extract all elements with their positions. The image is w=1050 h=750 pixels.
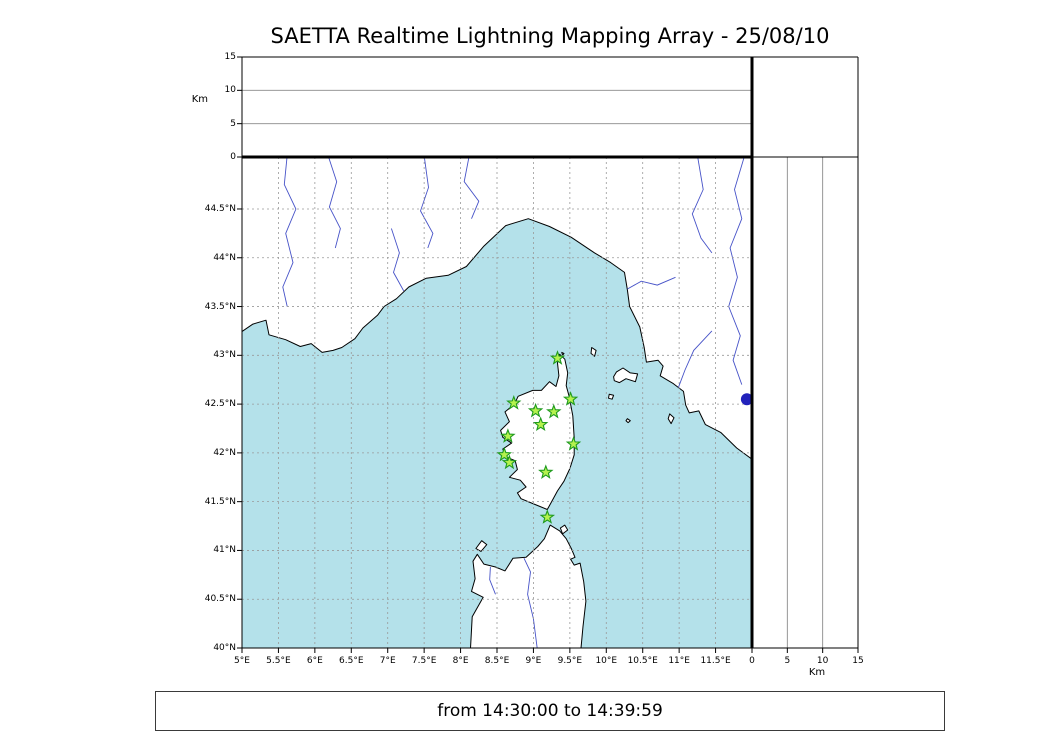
coastline-montecristo (625, 418, 631, 424)
altitude-tick-label: 10 (224, 85, 236, 96)
distance-tick-label: 5 (784, 656, 791, 666)
time-range-box: from 14:30:00 to 14:39:59 (155, 691, 945, 731)
lat-tick-label: 41.5°N (204, 496, 236, 507)
coastline-asinara (475, 540, 488, 552)
corner-box (752, 57, 858, 157)
lon-tick-label: 9°E (525, 656, 542, 666)
lon-tick-label: 9.5°E (557, 656, 583, 666)
station-marker (562, 391, 579, 406)
lon-tick-label: 6°E (306, 656, 323, 666)
lon-tick-label: 7.5°E (411, 656, 437, 666)
station-marker (549, 350, 566, 365)
lat-tick-label: 42°N (213, 447, 236, 458)
coastline-giglio (667, 413, 675, 425)
coastline-giraglia (561, 351, 565, 356)
river (463, 157, 480, 219)
distance-tick-label: 10 (816, 656, 829, 666)
station-marker (532, 416, 549, 432)
altitude-tick-label: 5 (230, 118, 236, 129)
river (282, 157, 297, 307)
lon-tick-label: 10°E (595, 656, 618, 666)
lon-tick-label: 11.5°E (700, 656, 731, 666)
distance-axis-title: Km (808, 667, 826, 678)
lat-tick-label: 41°N (213, 545, 236, 556)
station-marker (496, 446, 512, 462)
coastline-capraia (590, 347, 597, 357)
lat-tick-label: 44°N (213, 252, 236, 263)
lon-tick-label: 5.5°E (266, 656, 291, 666)
altitude-tick-label: 15 (224, 52, 236, 62)
station-marker (527, 402, 544, 418)
river (328, 157, 341, 249)
river (627, 276, 676, 290)
map-layer (242, 157, 752, 648)
distance-tick-label: 15 (852, 656, 864, 666)
lat-tick-label: 40.5°N (204, 594, 236, 605)
lat-tick-label: 40°N (213, 643, 236, 653)
distance-tick-label: 0 (749, 656, 755, 666)
event-dot (740, 393, 752, 406)
lat-tick-label: 42.5°N (204, 399, 236, 410)
altitude-panel (242, 57, 752, 157)
station-marker (538, 464, 554, 479)
distance-panel (752, 157, 858, 648)
station-marker (501, 454, 518, 470)
lon-tick-label: 11°E (668, 656, 690, 666)
altitude-tick-label: 0 (230, 152, 236, 162)
river (390, 228, 405, 292)
river (523, 558, 538, 648)
lat-tick-label: 43°N (213, 350, 236, 361)
coastline-maddalena (559, 524, 569, 535)
coastline-mainland (242, 157, 752, 460)
plot-title: SAETTA Realtime Lightning Mapping Array … (270, 24, 830, 48)
time-range-label: from 14:30:00 to 14:39:59 (437, 701, 663, 721)
station-marker (539, 509, 556, 524)
station-marker (546, 403, 562, 419)
river (691, 157, 713, 254)
lon-tick-label: 7°E (379, 656, 396, 666)
river (420, 157, 434, 249)
lat-tick-label: 43.5°N (204, 301, 236, 312)
station-marker (506, 394, 522, 410)
river (677, 330, 713, 388)
station-marker (500, 428, 516, 443)
lon-tick-label: 8.5°E (484, 656, 510, 666)
lon-tick-label: 8°E (452, 656, 469, 666)
lon-tick-label: 5°E (234, 656, 250, 666)
river (489, 566, 496, 595)
coastline-elba (613, 367, 639, 384)
lon-tick-label: 6.5°E (339, 656, 364, 666)
station-marker (565, 436, 582, 451)
lat-tick-label: 44.5°N (204, 203, 236, 214)
altitude-axis-title: Km (191, 94, 208, 105)
coastline-pianosa (608, 393, 615, 400)
river (728, 157, 745, 385)
lon-tick-label: 10.5°E (627, 656, 658, 666)
